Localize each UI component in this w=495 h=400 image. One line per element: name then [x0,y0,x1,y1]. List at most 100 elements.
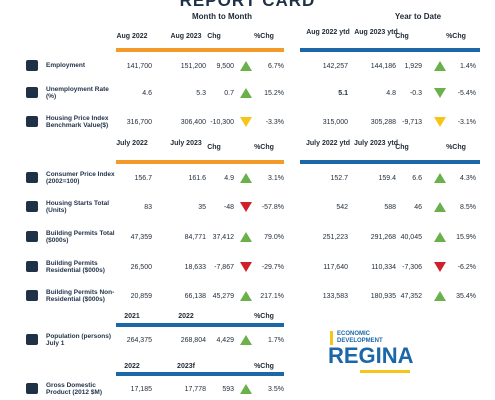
value: 35.4% [456,292,476,300]
row-label: Population (persons) July 1 [46,332,111,348]
trend-arrow [434,173,446,183]
section-bar [116,48,284,52]
row-label: Housing Price Index Benchmark Value($) [46,114,109,130]
value: 251,223 [322,233,348,241]
value: 156.7 [134,174,152,182]
column-header: Chg [207,33,221,40]
value: 47,359 [130,233,152,241]
value: 84,771 [184,233,206,241]
column-header: %Chg [446,33,466,40]
value: 291,268 [370,233,396,241]
logo-name: REGINA [328,343,414,368]
trend-arrow [240,262,252,272]
column-header: July 2023 ytd [354,140,398,147]
column-header: Aug 2023 [170,33,202,40]
column-header: 2021 [124,313,140,320]
value: 306,400 [180,118,206,126]
trend-arrow [434,291,446,301]
section-bar [116,160,284,164]
value: 1.4% [460,62,476,70]
value: 1,929 [404,62,422,70]
value: 142,257 [322,62,348,70]
value: 20,859 [130,292,152,300]
value: 4,429 [216,336,234,344]
trend-arrow [434,88,446,98]
value: 133,583 [322,292,348,300]
value: -10,300 [210,118,234,126]
trend-arrow [240,173,252,183]
column-header: Chg [395,144,409,151]
value: 110,334 [371,263,396,271]
value: -3.3% [265,118,284,126]
row-icon [26,60,38,71]
month-to-month: Month to Month [192,12,252,21]
row-icon [26,334,38,345]
logo-accent [330,331,333,345]
column-header: 2022 [124,363,140,370]
value: 588 [384,203,396,211]
value: 9,500 [216,62,234,70]
row-label: Gross Domestic Product (2012 $M) [46,381,102,397]
value: 8.5% [460,203,476,211]
value: 0.7 [224,89,234,97]
trend-arrow [240,232,252,242]
value: 3.1% [268,174,284,182]
trend-arrow [240,291,252,301]
column-header: 2023f [177,363,195,370]
trend-arrow [434,117,446,127]
value: -57.8% [261,203,284,211]
column-header: Chg [207,144,221,151]
trend-arrow [434,202,446,212]
value: 4.6 [142,89,152,97]
column-header: 2022 [178,313,194,320]
value: 1.7% [268,336,284,344]
section-bar [300,160,480,164]
column-header: %Chg [254,363,274,370]
logo-underline [360,370,410,373]
value: 17,185 [130,385,152,393]
column-header: Aug 2023 ytd [354,29,398,36]
row-label: Building Permits Residential ($000s) [46,259,105,275]
value: -9,713 [402,118,422,126]
value: 159.4 [378,174,396,182]
row-icon [26,201,38,212]
value: 26,500 [130,263,152,271]
year-to-date: Year to Date [394,12,442,21]
column-header: %Chg [254,33,274,40]
trend-arrow [240,117,252,127]
row-label: Consumer Price Index (2002=100) [46,170,115,186]
value: 152.7 [330,174,348,182]
row-label: Housing Starts Total (Units) [46,199,110,215]
value: 83 [144,203,152,211]
value: 3.5% [268,385,284,393]
column-header: %Chg [446,144,466,151]
value: 4.9 [224,174,234,182]
column-header: Chg [395,33,409,40]
value: 4.8 [386,89,396,97]
section-bar [116,323,284,327]
row-icon [26,87,38,98]
trend-arrow [240,88,252,98]
value: 18,633 [184,263,206,271]
row-icon [26,231,38,242]
value: 305,288 [370,118,396,126]
value: -7,867 [214,263,234,271]
title: REPORT CARD [179,0,316,10]
value: 35 [198,203,206,211]
logo-line2: DEVELOPMENT [337,338,383,344]
column-header: July 2022 ytd [306,140,350,147]
value: -0.3 [409,89,422,97]
logo-line1: ECONOMIC [337,331,370,337]
value: 47,352 [400,292,422,300]
value: 37,412 [212,233,234,241]
value: 79.0% [264,233,284,241]
row-label: Employment [46,62,86,69]
value: 316,700 [126,118,152,126]
value: 17,778 [184,385,206,393]
row-icon [26,290,38,301]
value: -48 [223,203,234,211]
value: 268,804 [180,336,206,344]
trend-arrow [240,202,252,212]
value: 117,640 [323,263,348,271]
